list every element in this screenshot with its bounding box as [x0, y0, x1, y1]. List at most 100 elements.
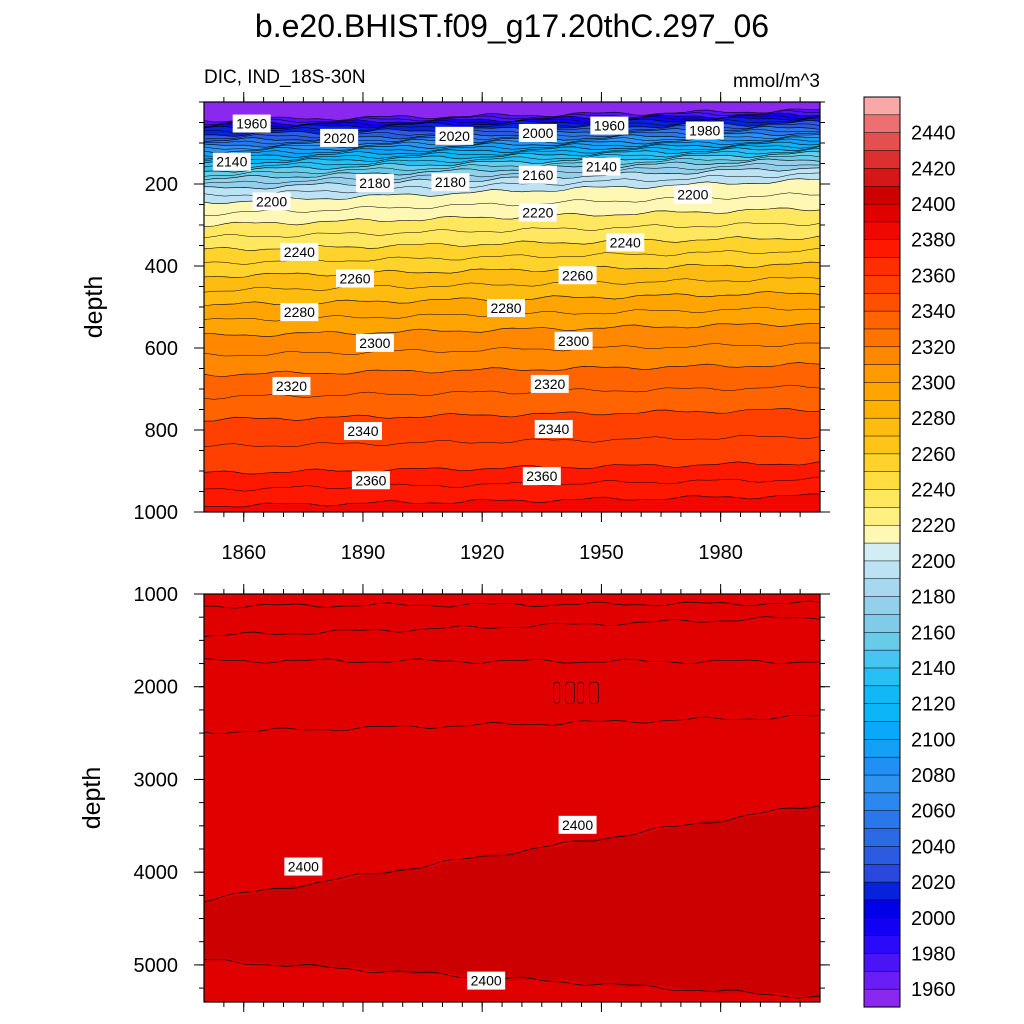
contour-label-text: 1960: [594, 118, 625, 134]
colorbar-swatch: [863, 756, 901, 776]
colorbar-swatch: [863, 257, 901, 276]
lower-plot-frame: [203, 593, 821, 1003]
y-tick-label: 800: [145, 420, 178, 442]
colorbar-swatch: [863, 417, 901, 437]
colorbar-swatch: [863, 382, 901, 401]
contour-label-box: [355, 333, 394, 352]
contour-label: 2300: [554, 331, 593, 350]
subtitle-right: mmol/m^3: [733, 71, 820, 92]
contour-label-text: 2360: [526, 468, 557, 484]
colorbar-label: 2160: [911, 622, 956, 644]
colorbar-swatch: [863, 400, 901, 419]
isoline-2200: [203, 178, 821, 204]
colorbar-swatch: [863, 988, 901, 1008]
x-tick-label: 1860: [221, 542, 266, 564]
colorbar-swatch: [863, 792, 901, 812]
y-tick-label: 1000: [134, 584, 179, 606]
colorbar-label: 2440: [911, 123, 956, 145]
isoline-2160: [203, 158, 821, 181]
isoline-minor: [203, 110, 821, 125]
contour-label: 2200: [673, 185, 712, 204]
colorbar-label: 2240: [911, 480, 956, 502]
y-tick-label: 3000: [134, 769, 179, 791]
colorbar-swatch: [863, 810, 901, 830]
isoline-minor: [203, 148, 821, 169]
contour-label-box: [343, 422, 382, 441]
contour-label-text: 2020: [439, 128, 470, 144]
isoline-2380: [204, 600, 821, 609]
colorbar-swatch: [863, 596, 901, 616]
contour-label-box: [558, 266, 597, 285]
colorbar-label: 2060: [911, 801, 956, 823]
colorbar-swatch: [863, 96, 901, 116]
contour-label-box: [582, 157, 621, 176]
contour-label: 1960: [232, 114, 271, 133]
contour-label: 2320: [272, 376, 311, 395]
upper-contour-labels: 1960 2020 2020 2000 1960 1980 2140 2180 2180 2160…: [212, 114, 724, 490]
contour-label-text: 1980: [689, 123, 720, 139]
colorbar-swatch: [863, 150, 901, 169]
colorbar-swatch: [863, 667, 901, 687]
colorbar-label: 2260: [911, 444, 956, 466]
colorbar-swatch: [863, 524, 901, 544]
isoline-minor: [203, 138, 821, 157]
colorbar-frame: [863, 96, 901, 1008]
contour-label-text: 2300: [359, 335, 390, 351]
contour-label: 2280: [280, 303, 319, 322]
colorbar-swatch: [863, 239, 901, 259]
isoline-minor: [203, 476, 821, 492]
contour-label: 2200: [252, 192, 291, 211]
isoline-2400: [203, 958, 821, 999]
contour-label-text: 2140: [216, 154, 247, 170]
contour-label-text: 2180: [435, 174, 466, 190]
colorbar-swatch: [863, 221, 901, 241]
contour-label: 2000: [518, 123, 557, 142]
contour-label: 2300: [355, 333, 394, 352]
isoline-2390: [203, 658, 821, 665]
isoline-2120: [203, 146, 821, 165]
colorbar-swatch: [863, 364, 901, 384]
colorbar-label: 2400: [911, 194, 956, 216]
contour-label: 1960: [590, 116, 629, 135]
isoline-minor: [203, 192, 821, 217]
contour-label-text: 2140: [586, 159, 617, 175]
colorbar-swatch: [863, 739, 901, 758]
isoline-2370: [203, 493, 821, 508]
contour-label-text: 2360: [355, 472, 386, 488]
closed-contour: [577, 681, 584, 704]
contour-label-box: [467, 971, 506, 990]
upper-ylabel: depth: [80, 276, 108, 339]
colorbar-swatch: [863, 971, 901, 990]
band-2380: [204, 594, 820, 608]
isoline-minor: [203, 163, 821, 184]
contour-label-box: [518, 203, 557, 222]
contour-label-box: [530, 374, 569, 393]
contour-label-box: [554, 331, 593, 350]
colorbar-swatch: [863, 721, 901, 740]
band-2370: [204, 493, 820, 512]
contour-label-text: 2260: [339, 271, 370, 287]
colorbar-swatch: [863, 293, 901, 312]
colorbar-swatch: [863, 203, 901, 223]
y-tick-label: 5000: [134, 955, 179, 977]
isoline-2180: [203, 167, 821, 190]
contour-label: 2020: [320, 128, 359, 147]
colorbar-swatch: [863, 828, 901, 847]
colorbar-swatch: [863, 560, 901, 580]
colorbar-swatch: [863, 132, 901, 152]
x-tick-label: 1950: [579, 542, 624, 564]
colorbar-swatch: [863, 632, 901, 651]
contour-label-text: 2280: [284, 304, 315, 320]
colorbar-swatch: [863, 846, 901, 865]
colorbar-label: 2100: [911, 729, 956, 751]
contour-label-text: 2400: [562, 817, 593, 833]
colorbar-swatch: [863, 185, 901, 205]
colorbar-label: 2020: [911, 872, 956, 894]
colorbar-label: 2040: [911, 836, 956, 858]
contour-label-text: 2020: [324, 130, 355, 146]
colorbar-swatch: [863, 507, 901, 526]
colorbar-swatch: [863, 881, 901, 901]
y-tick-label: 200: [145, 174, 178, 196]
isoline-2300: [203, 323, 821, 338]
y-tick-label: 400: [145, 256, 178, 278]
